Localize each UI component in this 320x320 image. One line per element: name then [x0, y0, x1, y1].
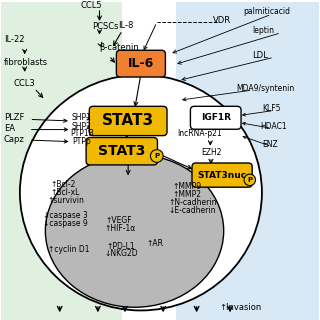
Text: SHP1: SHP1 — [71, 113, 91, 122]
Text: ↑PD-L1: ↑PD-L1 — [107, 242, 135, 251]
Text: ↑survivin: ↑survivin — [48, 196, 85, 205]
Text: PTPρ: PTPρ — [72, 137, 91, 146]
Text: ↑Bcl-xL: ↑Bcl-xL — [50, 188, 79, 197]
FancyBboxPatch shape — [190, 106, 241, 129]
FancyBboxPatch shape — [192, 163, 252, 187]
Text: ↑HIF-1α: ↑HIF-1α — [105, 224, 136, 233]
Text: ENZ: ENZ — [262, 140, 278, 149]
Text: MDA9/syntenin: MDA9/syntenin — [236, 84, 295, 93]
Text: KLF5: KLF5 — [262, 104, 280, 113]
Text: SHP2: SHP2 — [71, 122, 91, 131]
Text: PLZF: PLZF — [4, 113, 24, 122]
Text: ↑Bcl-2: ↑Bcl-2 — [50, 180, 76, 189]
Circle shape — [150, 150, 163, 162]
Text: CCL3: CCL3 — [13, 79, 35, 88]
Circle shape — [244, 174, 256, 186]
Text: ↑MMP9: ↑MMP9 — [173, 182, 202, 191]
Text: β-catenin: β-catenin — [99, 43, 139, 52]
Text: leptin: leptin — [252, 26, 274, 35]
Text: IL-6: IL-6 — [128, 57, 154, 70]
FancyBboxPatch shape — [116, 50, 165, 77]
Bar — [176, 2, 319, 320]
Text: ↑AR: ↑AR — [147, 239, 164, 248]
Text: PCSCs: PCSCs — [92, 22, 119, 31]
Text: ↓caspase 9: ↓caspase 9 — [43, 219, 88, 228]
Text: lncRNA-p21: lncRNA-p21 — [178, 129, 222, 138]
Text: PTP1B: PTP1B — [70, 129, 94, 138]
Text: ↓caspase 3: ↓caspase 3 — [43, 211, 88, 220]
Text: EZH2: EZH2 — [201, 148, 221, 157]
Bar — [1, 2, 122, 320]
Text: IGF1R: IGF1R — [201, 113, 231, 122]
Text: ↓E-cadherin: ↓E-cadherin — [168, 206, 216, 215]
FancyBboxPatch shape — [86, 138, 157, 165]
Text: ↑MMP2: ↑MMP2 — [173, 190, 202, 199]
Text: ↓NKG2D: ↓NKG2D — [105, 249, 138, 258]
Text: ↑cyclin D1: ↑cyclin D1 — [48, 245, 89, 254]
Text: ↑N-cadherin: ↑N-cadherin — [168, 198, 217, 207]
Text: STAT3: STAT3 — [102, 114, 154, 128]
Text: P: P — [247, 177, 252, 183]
Text: ↑Invasion: ↑Invasion — [219, 303, 261, 312]
Ellipse shape — [45, 155, 224, 307]
Text: P: P — [154, 153, 159, 159]
Text: VDR: VDR — [212, 15, 231, 25]
Text: fibroblasts: fibroblasts — [4, 58, 48, 67]
FancyBboxPatch shape — [89, 106, 167, 136]
Text: IL-22: IL-22 — [4, 35, 24, 44]
Text: CCL5: CCL5 — [80, 1, 102, 10]
Text: EA: EA — [4, 124, 15, 133]
Text: STAT3nuc: STAT3nuc — [197, 171, 247, 180]
Text: palmiticacid: palmiticacid — [243, 7, 290, 16]
Text: IL-8: IL-8 — [118, 20, 134, 30]
Text: STAT3: STAT3 — [98, 144, 146, 158]
Text: ↑VEGF: ↑VEGF — [106, 216, 132, 225]
Text: HDAC1: HDAC1 — [260, 122, 287, 131]
Ellipse shape — [20, 75, 262, 310]
Text: Capz: Capz — [4, 135, 25, 144]
Text: LDL: LDL — [252, 51, 268, 60]
